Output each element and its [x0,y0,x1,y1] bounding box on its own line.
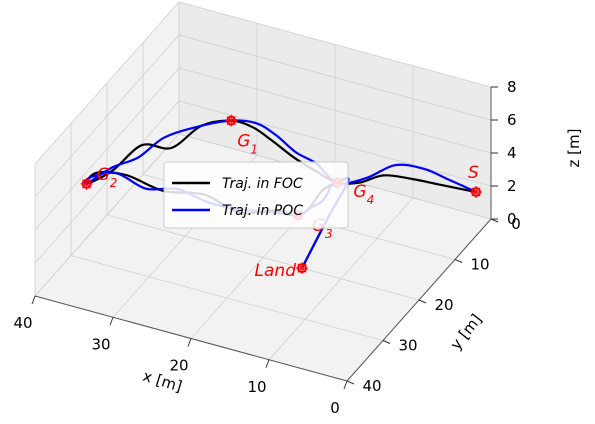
waypoint-label-sub: 2 [110,176,118,190]
axis-ticks: 0 10 20 30 40 0 10 20 30 40 0 2 4 6 8 [13,78,520,417]
waypoint-label-sub: 4 [367,193,375,207]
waypoint-label: S [468,163,479,183]
grid-line-z [34,67,492,231]
y-axis-label: y [m] [447,311,486,354]
y-tick-label: 20 [434,296,453,314]
waypoint-marker-spoke [226,115,236,126]
waypoint-label-sub: 3 [325,227,333,241]
legend-label-foc: Traj. in FOC [222,176,303,192]
waypoint-label-sub: 1 [250,143,258,157]
x-tick-mark [187,338,192,347]
z-tick-label: 8 [507,78,517,96]
grid-line-z [34,100,492,264]
x-tick-label: 0 [330,399,340,417]
x-tick-mark [31,295,36,305]
x-tick-mark [265,359,270,368]
y-tick-label: 30 [398,337,417,355]
z-axis-label: z [m] [565,129,583,168]
x-tick-mark [109,317,114,326]
y-tick-mark [454,259,463,263]
legend-box [163,161,349,229]
waypoint-marker-spoke [82,179,92,189]
waypoint-label: Land [255,261,297,281]
grid-line-z [34,34,492,198]
y-tick-mark [346,380,355,385]
x-tick-label: 20 [169,357,188,375]
legend-label-poc: Traj. in POC [222,203,303,219]
x-tick-mark [343,380,348,390]
x-tick-label: 30 [91,335,110,353]
y-tick-label: 0 [511,215,521,233]
y-tick-mark [418,299,427,304]
grid-line-z [34,133,492,297]
x-tick-label: 40 [13,314,32,332]
x-tick-label: 10 [247,378,266,396]
waypoint-marker-spoke [297,263,307,273]
z-tick-label: 4 [507,144,517,162]
z-tick-label: 6 [507,111,517,129]
y-tick-mark [382,340,391,344]
waypoint-marker-spoke [471,187,481,197]
z-tick-label: 0 [507,210,517,228]
legend: Traj. in FOC Traj. in POC [163,161,349,229]
y-tick-label: 40 [362,377,381,395]
grid-line-z [34,1,492,165]
z-tick-label: 2 [507,177,517,195]
y-tick-label: 10 [470,256,489,274]
